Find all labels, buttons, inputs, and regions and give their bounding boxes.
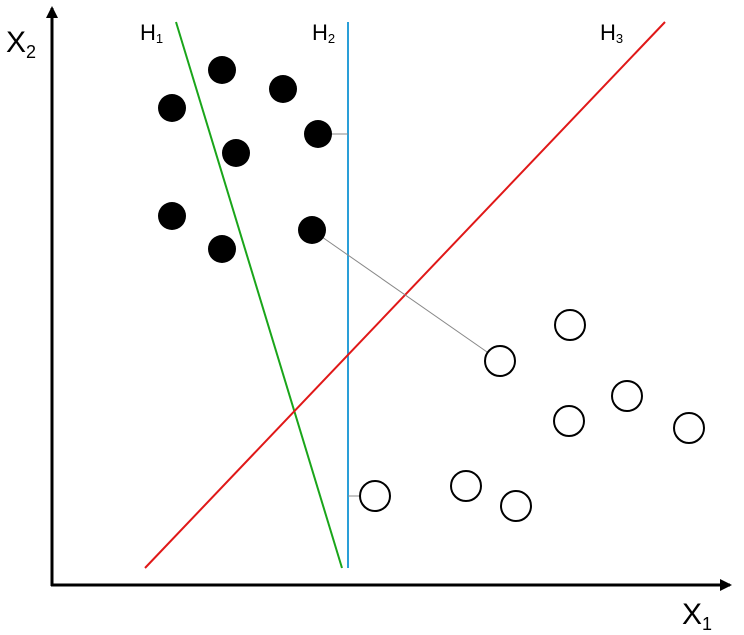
y-axis-subscript: 2 — [26, 42, 36, 62]
h3-label: H3 — [600, 20, 623, 46]
h2-subscript: 2 — [328, 31, 335, 46]
point — [304, 120, 332, 148]
h3-subscript: 3 — [616, 31, 623, 46]
point — [269, 75, 297, 103]
x-axis-letter: X — [682, 598, 702, 631]
h3-letter: H — [600, 20, 616, 45]
point — [554, 309, 586, 341]
class-filled — [158, 56, 332, 263]
x-axis-subscript: 1 — [702, 614, 712, 634]
h1-letter: H — [140, 20, 156, 45]
point — [222, 139, 250, 167]
x-axis-label: X1 — [682, 598, 712, 634]
point — [298, 216, 326, 244]
point — [673, 412, 705, 444]
point — [158, 202, 186, 230]
point — [553, 405, 585, 437]
h2-label: H2 — [312, 20, 335, 46]
point — [208, 235, 236, 263]
h1-subscript: 1 — [156, 31, 163, 46]
point — [208, 56, 236, 84]
h1-label: H1 — [140, 20, 163, 46]
point — [484, 345, 516, 377]
y-axis-label: X2 — [6, 26, 36, 62]
point — [611, 380, 643, 412]
h2-letter: H — [312, 20, 328, 45]
y-axis-letter: X — [6, 26, 26, 59]
margin-lines — [311, 133, 501, 497]
point — [500, 490, 532, 522]
margin-line — [311, 229, 501, 362]
point — [359, 480, 391, 512]
hyperplane-h1 — [175, 21, 343, 569]
class-open — [359, 309, 705, 522]
point — [450, 470, 482, 502]
point — [158, 94, 186, 122]
